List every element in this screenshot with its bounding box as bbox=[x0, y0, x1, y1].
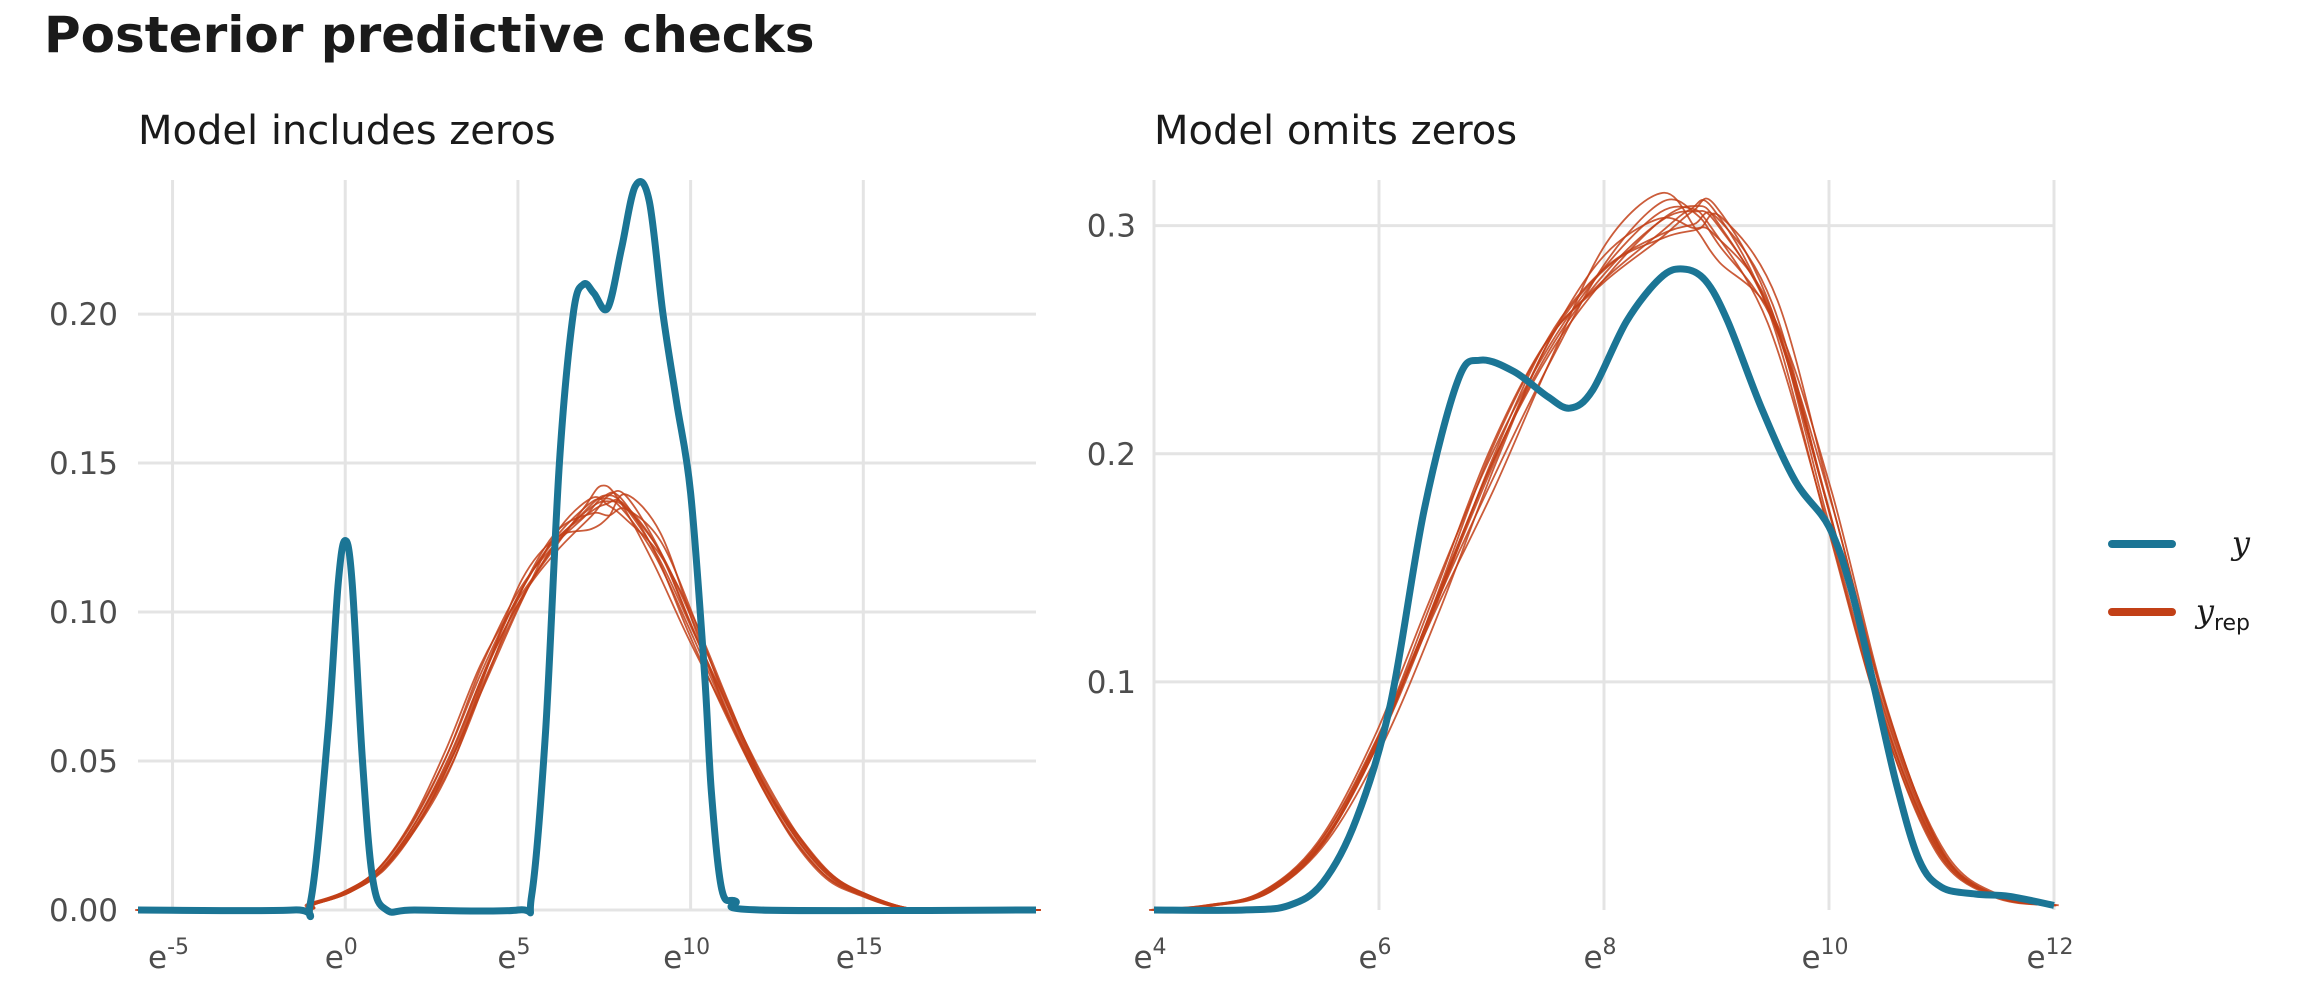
observed-density-line bbox=[1153, 265, 2055, 914]
replicated-density-line bbox=[1156, 198, 2057, 911]
page-title: Posterior predictive checks bbox=[44, 6, 815, 64]
x-tick-label: e15 bbox=[836, 935, 883, 976]
x-tick-label: e0 bbox=[325, 935, 358, 976]
x-tick-label: e-5 bbox=[148, 935, 189, 976]
x-tick-label: e8 bbox=[1583, 935, 1616, 976]
replicated-density-line bbox=[1158, 212, 2059, 911]
legend-label-replicated: yrep bbox=[2194, 592, 2250, 636]
replicated-density-line bbox=[142, 507, 1041, 912]
observed-density-line bbox=[137, 178, 1037, 921]
x-tick-label: e5 bbox=[497, 935, 530, 976]
panel-1: 0.1 0.2 0.3 e4 e6 e8 e10 e12 bbox=[1087, 180, 2074, 976]
replicated-density-line bbox=[1148, 205, 2050, 911]
y-tick-label: 0.00 bbox=[49, 893, 118, 929]
replicated-density-line bbox=[142, 500, 1041, 912]
y-tick-label: 0.2 bbox=[1087, 437, 1136, 473]
panel-0: 0.00 0.05 0.10 0.15 0.20 e-5 e0 e5 e10 e15 bbox=[49, 178, 1042, 976]
replicated-density-line bbox=[142, 490, 1042, 912]
y-tick-label: 0.20 bbox=[49, 297, 118, 333]
panel-title-left: Model includes zeros bbox=[138, 108, 556, 154]
replicated-density-line bbox=[136, 497, 1035, 912]
y-tick-label: 0.05 bbox=[49, 744, 118, 780]
y-tick-label: 0.10 bbox=[49, 595, 118, 631]
x-tick-label: e10 bbox=[663, 935, 710, 976]
replicated-density-line bbox=[136, 491, 1035, 912]
replicated-density-line bbox=[1156, 191, 2057, 911]
legend: y yrep bbox=[2108, 524, 2251, 636]
y-tick-label: 0.15 bbox=[49, 446, 118, 482]
replicated-density-line bbox=[141, 496, 1040, 912]
y-tick-label: 0.3 bbox=[1087, 209, 1136, 245]
replicated-density-line bbox=[140, 494, 1039, 912]
legend-label-observed: y bbox=[2230, 524, 2251, 562]
y-tick-label: 0.1 bbox=[1087, 665, 1136, 701]
replicated-density-line bbox=[142, 493, 1041, 912]
x-tick-label: e4 bbox=[1133, 935, 1166, 976]
replicated-density-line bbox=[135, 484, 1034, 912]
replicated-density-line bbox=[139, 499, 1038, 912]
x-tick-label: e12 bbox=[2026, 935, 2073, 976]
panel-title-right: Model omits zeros bbox=[1154, 108, 1518, 154]
x-tick-label: e6 bbox=[1358, 935, 1391, 976]
x-tick-label: e10 bbox=[1801, 935, 1848, 976]
